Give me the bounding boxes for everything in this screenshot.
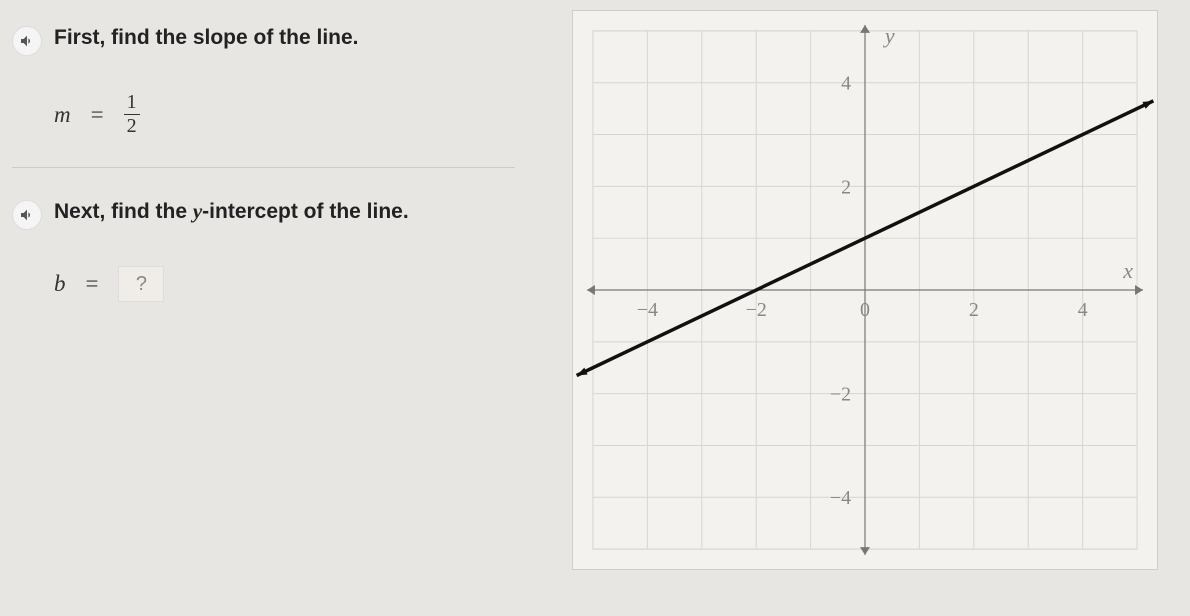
equals-sign: = (91, 102, 104, 128)
step2-text-suffix: -intercept of the line. (202, 200, 409, 223)
step2-instruction: Next, find the y-intercept of the line. (54, 198, 536, 225)
svg-text:−4: −4 (637, 299, 658, 321)
fraction-numerator: 1 (124, 92, 140, 114)
step-1: First, find the slope of the line. (12, 16, 536, 64)
step-2: Next, find the y-intercept of the line. (12, 190, 536, 238)
section-divider (12, 167, 515, 168)
coordinate-graph: 0 2 4 −4 −2 2 4 −4 −2 y x (572, 10, 1158, 570)
audio-button-step2[interactable] (12, 200, 42, 230)
svg-text:4: 4 (841, 73, 851, 95)
svg-text:y: y (883, 23, 895, 48)
slope-variable: m (54, 102, 71, 128)
svg-text:x: x (1122, 258, 1133, 283)
step1-instruction: First, find the slope of the line. (54, 24, 536, 51)
question-panel: First, find the slope of the line. m = 1… (0, 0, 560, 616)
equals-sign: = (86, 271, 99, 297)
svg-text:−2: −2 (746, 299, 767, 321)
speaker-icon (19, 33, 35, 49)
intercept-variable: b (54, 271, 66, 297)
audio-button-step1[interactable] (12, 26, 42, 56)
slope-equation: m = 1 2 (12, 64, 536, 161)
svg-text:0: 0 (860, 299, 870, 321)
svg-text:2: 2 (969, 299, 979, 321)
step2-text-prefix: Next, find the (54, 200, 193, 223)
fraction-denominator: 2 (124, 114, 140, 137)
svg-text:4: 4 (1078, 299, 1088, 321)
svg-text:−4: −4 (830, 487, 851, 509)
graph-svg: 0 2 4 −4 −2 2 4 −4 −2 y x (573, 11, 1157, 569)
intercept-answer-input[interactable]: ? (118, 266, 164, 302)
step2-var-y: y (193, 199, 202, 223)
svg-text:2: 2 (841, 176, 851, 198)
slope-value-fraction: 1 2 (124, 92, 140, 137)
speaker-icon (19, 207, 35, 223)
svg-text:−2: −2 (830, 384, 851, 406)
intercept-equation: b = ? (12, 238, 536, 326)
graph-panel: 0 2 4 −4 −2 2 4 −4 −2 y x (560, 0, 1190, 616)
